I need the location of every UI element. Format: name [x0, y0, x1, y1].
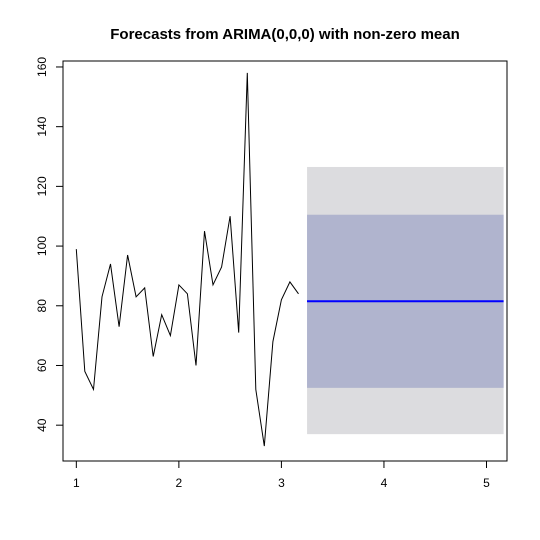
- y-axis: 40 60 80 100 120 140 160: [35, 57, 64, 432]
- y-tick-label: 60: [35, 358, 49, 372]
- y-tick-label: 140: [35, 116, 49, 136]
- x-tick-label: 1: [73, 476, 80, 490]
- x-axis: 1 2 3 4 5: [73, 460, 490, 490]
- x-tick-label: 5: [483, 476, 490, 490]
- y-tick-label: 120: [35, 176, 49, 196]
- observed-series-line: [75, 72, 299, 447]
- x-tick-label: 2: [176, 476, 183, 490]
- series-lines: [75, 72, 504, 447]
- x-tick-label: 3: [278, 476, 285, 490]
- y-tick-label: 80: [35, 299, 49, 313]
- y-tick-label: 100: [35, 236, 49, 256]
- y-tick-label: 40: [35, 418, 49, 432]
- chart-title: Forecasts from ARIMA(0,0,0) with non-zer…: [110, 26, 460, 43]
- y-tick-label: 160: [35, 57, 49, 77]
- x-tick-label: 4: [381, 476, 388, 490]
